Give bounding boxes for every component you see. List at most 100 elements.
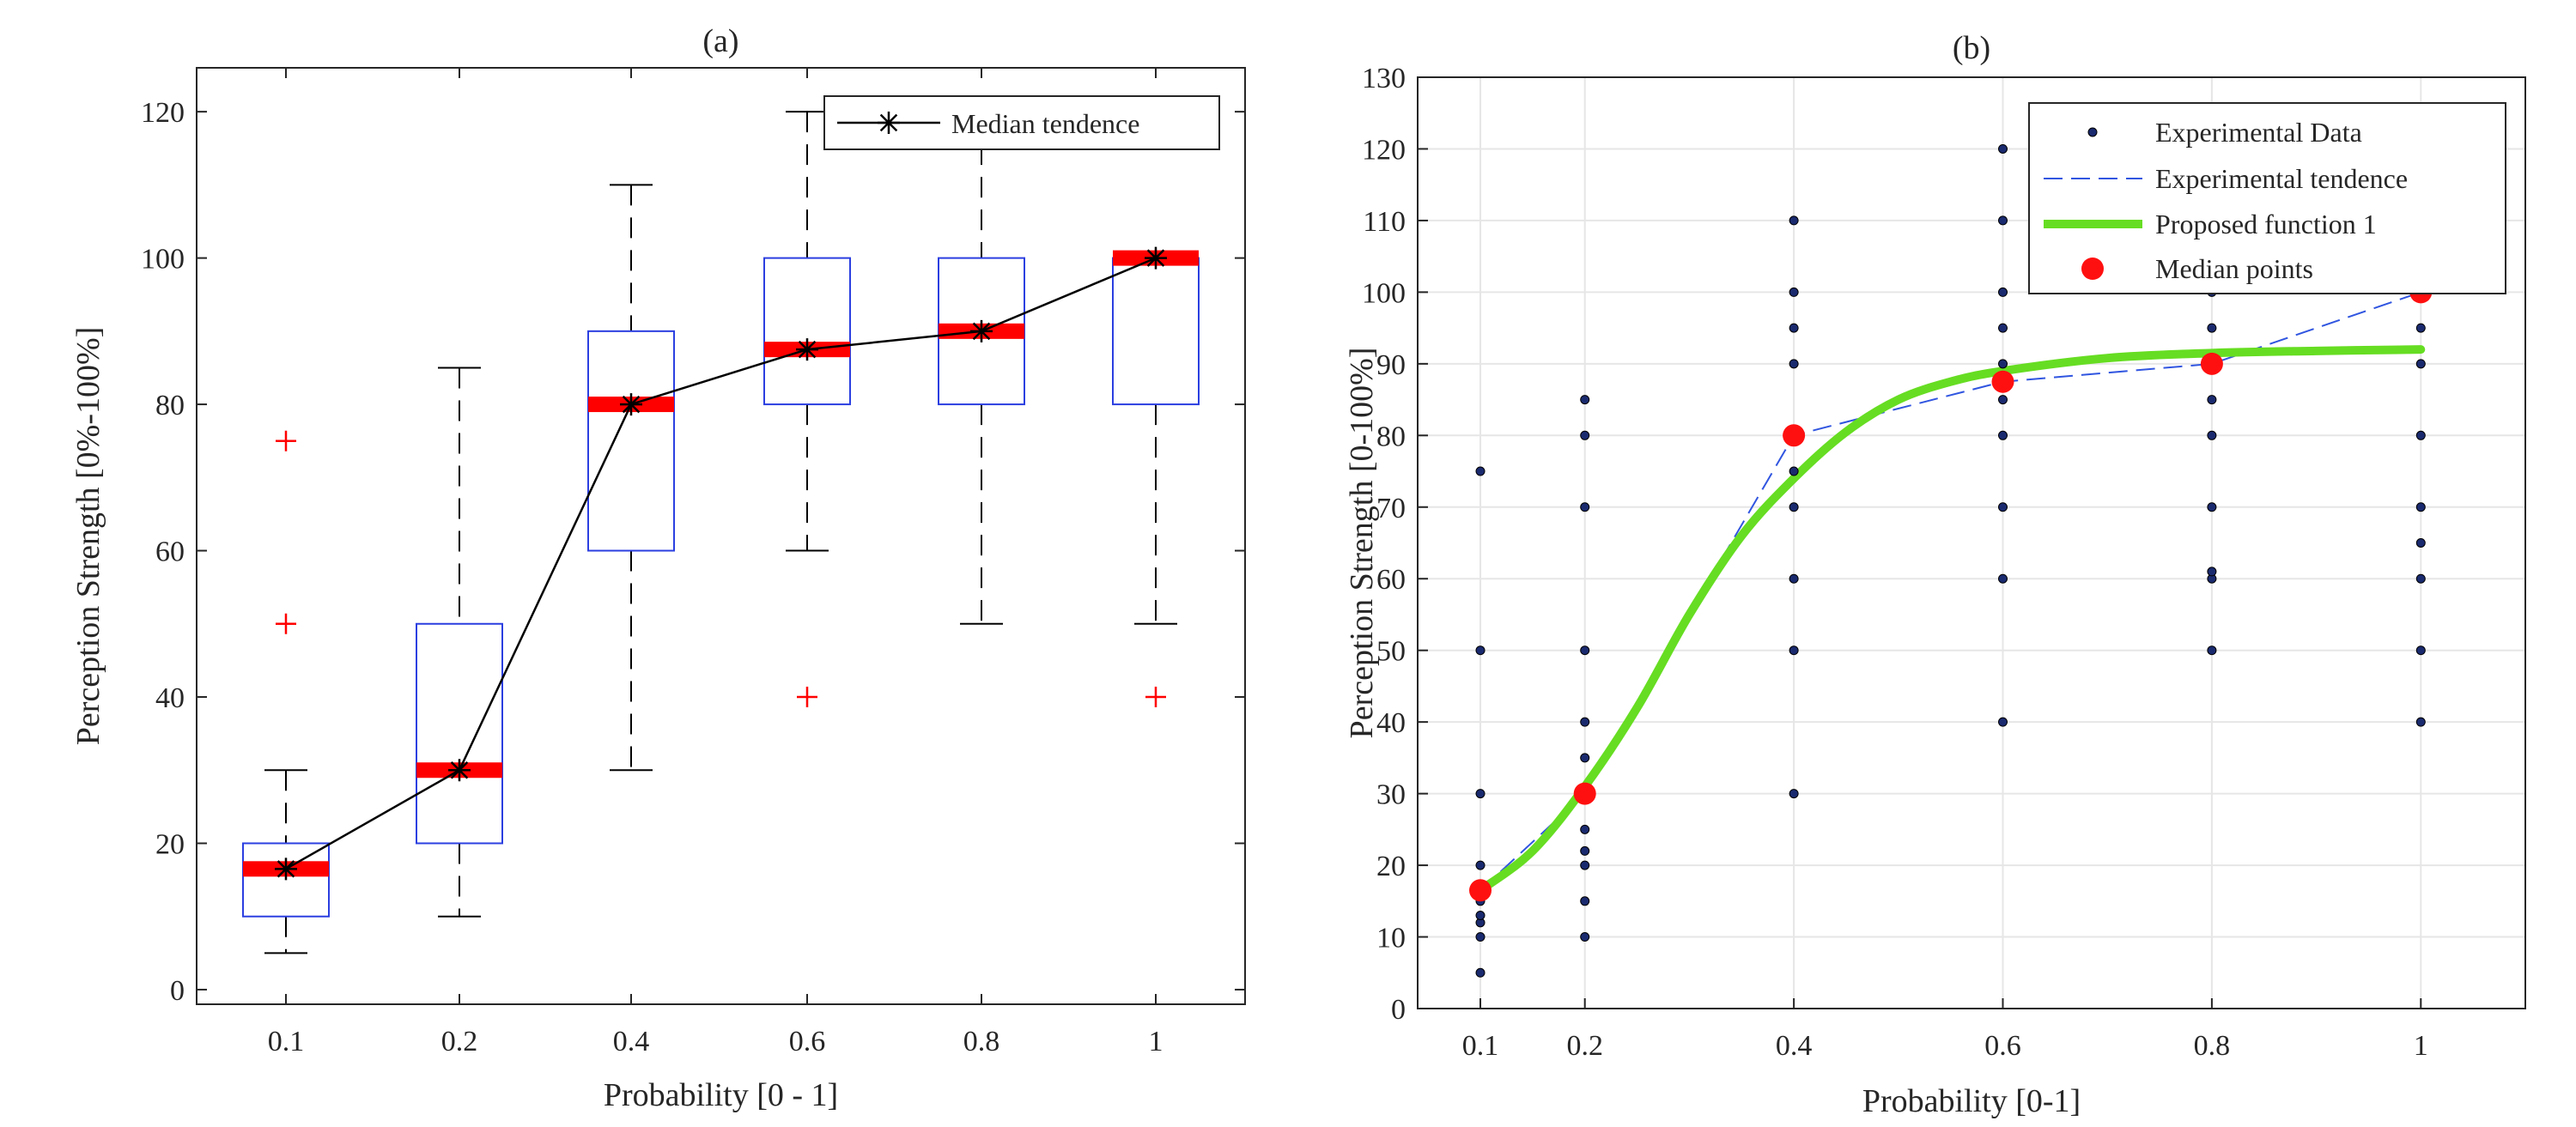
legend-entry-experimental-tendence: Experimental tendence xyxy=(2155,163,2408,194)
experimental-data-point xyxy=(1580,430,1590,440)
legend-swatch-dots xyxy=(2087,127,2098,137)
y-tick-label: 90 xyxy=(1376,349,1406,381)
y-tick-label: 120 xyxy=(141,97,185,129)
experimental-data-point xyxy=(1998,287,2008,297)
experimental-data-point xyxy=(1475,932,1485,942)
experimental-data-point xyxy=(1998,395,2008,405)
panel-a-title: (a) xyxy=(702,23,738,59)
y-tick-label: 50 xyxy=(1376,636,1406,668)
legend-entry-median-tendence: Median tendence xyxy=(951,108,1139,139)
median-point xyxy=(2200,352,2223,375)
experimental-data-point xyxy=(2415,538,2426,548)
y-tick-label: 80 xyxy=(155,390,185,421)
y-tick-label: 100 xyxy=(141,244,185,276)
experimental-data-point xyxy=(1580,824,1590,834)
x-tick-label: 1 xyxy=(2414,1030,2428,1062)
experimental-data-point xyxy=(1789,287,1799,297)
experimental-data-point xyxy=(1580,645,1590,656)
median-point xyxy=(1991,370,2014,393)
experimental-data-point xyxy=(1789,789,1799,799)
experimental-data-point xyxy=(2415,359,2426,369)
median-point xyxy=(1783,424,1806,447)
legend-entry-median-points: Median points xyxy=(2155,253,2313,284)
iqr-box xyxy=(416,622,503,845)
y-tick-label: 100 xyxy=(1362,277,1406,309)
x-tick-label: 0.4 xyxy=(613,1026,650,1057)
experimental-data-point xyxy=(1998,430,2008,440)
panel-a-boxplot: (a) 0 20 40 60 80 100 120 0.1 0.2 0.4 0.6 0.8 1 Probab… xyxy=(70,23,1246,1113)
x-tick-label: 0.1 xyxy=(268,1026,305,1057)
experimental-data-point xyxy=(2415,573,2426,584)
median-tendence-line xyxy=(285,257,1157,870)
y-tick-label: 110 xyxy=(1363,206,1406,238)
y-tick-label: 30 xyxy=(1376,779,1406,811)
outlier-marker xyxy=(797,687,817,708)
y-tick-label: 60 xyxy=(1376,564,1406,596)
experimental-data-point xyxy=(2207,645,2217,656)
experimental-data-point xyxy=(1580,717,1590,727)
legend-entry-experimental-data: Experimental Data xyxy=(2155,117,2362,148)
experimental-data-point xyxy=(1580,753,1590,763)
legend-swatch-marker xyxy=(878,112,900,134)
y-tick-label: 120 xyxy=(1362,134,1406,166)
panel-b-scatter: (b) 0 10 20 30 40 50 60 70 80 90 100 110 120 130 0.1 0.2… xyxy=(1344,30,2526,1119)
experimental-data-point xyxy=(1789,466,1799,476)
experimental-data-point xyxy=(1789,645,1799,656)
panel-a-plot-area xyxy=(196,67,1246,1005)
y-tick-label: 130 xyxy=(1362,63,1406,94)
legend-box xyxy=(2028,102,2506,294)
x-tick-label: 0.6 xyxy=(1984,1030,2021,1062)
experimental-data-point xyxy=(2207,395,2217,405)
x-tick-label: 0.2 xyxy=(1566,1030,1603,1062)
y-tick-label: 10 xyxy=(1376,923,1406,954)
panel-a-legend: Median tendence xyxy=(823,95,1220,150)
x-tick-label: 0.6 xyxy=(789,1026,826,1057)
experimental-data-point xyxy=(1580,932,1590,942)
iqr-box xyxy=(242,842,330,918)
x-tick-label: 0.4 xyxy=(1776,1030,1813,1062)
outlier-marker xyxy=(276,430,296,451)
panel-a-y-axis-label: Perception Strength [0%-100%] xyxy=(70,327,106,746)
x-tick-label: 0.2 xyxy=(441,1026,478,1057)
legend-swatch-median xyxy=(2081,258,2104,280)
experimental-data-point xyxy=(1580,860,1590,870)
median-tendence-marker xyxy=(448,759,471,782)
experimental-data-point xyxy=(1789,502,1799,512)
y-tick-label: 70 xyxy=(1376,493,1406,524)
y-tick-label: 0 xyxy=(1391,994,1406,1026)
median-point xyxy=(1469,879,1492,902)
x-tick-label: 1 xyxy=(1149,1026,1163,1057)
experimental-data-point xyxy=(1475,860,1485,870)
experimental-data-point xyxy=(2415,323,2426,333)
iqr-box xyxy=(587,330,675,552)
experimental-data-point xyxy=(1789,573,1799,584)
experimental-data-point xyxy=(1580,502,1590,512)
experimental-data-point xyxy=(1580,395,1590,405)
experimental-data-point xyxy=(1998,502,2008,512)
iqr-box xyxy=(763,257,851,406)
experimental-data-point xyxy=(1998,717,2008,727)
x-tick-label: 0.8 xyxy=(963,1026,1000,1057)
experimental-data-point xyxy=(1789,323,1799,333)
experimental-data-point xyxy=(2207,430,2217,440)
experimental-data-point xyxy=(1475,911,1485,920)
experimental-data-point xyxy=(1998,359,2008,369)
box-0-6 xyxy=(763,111,851,708)
experimental-data-point xyxy=(1789,359,1799,369)
legend-entry-proposed-function: Proposed function 1 xyxy=(2155,209,2377,239)
experimental-data-point xyxy=(1475,645,1485,656)
experimental-data-point xyxy=(1475,967,1485,978)
median-tendence-marker xyxy=(620,393,642,416)
panel-b-legend: Experimental Data Experimental tendence Pr… xyxy=(2028,102,2506,294)
y-tick-label: 20 xyxy=(155,828,185,860)
outlier-marker xyxy=(1145,687,1166,708)
experimental-data-point xyxy=(1475,789,1485,799)
panel-b-y-axis-label: Perception Strength [0-100%] xyxy=(1344,348,1380,739)
experimental-data-point xyxy=(2415,502,2426,512)
experimental-data-point xyxy=(2415,717,2426,727)
panel-b-title: (b) xyxy=(1953,30,1990,66)
y-tick-label: 80 xyxy=(1376,421,1406,452)
y-tick-label: 40 xyxy=(1376,707,1406,739)
experimental-data-point xyxy=(1998,143,2008,154)
